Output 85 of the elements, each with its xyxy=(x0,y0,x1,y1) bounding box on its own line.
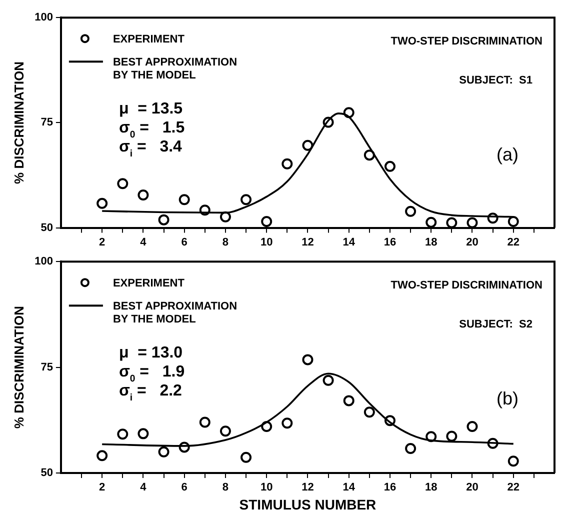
y-tick-label: 75 xyxy=(40,116,53,129)
point xyxy=(446,430,458,442)
point xyxy=(158,214,170,226)
x-tick-label: 2 xyxy=(99,236,106,248)
point xyxy=(446,217,458,228)
point xyxy=(487,438,498,449)
point xyxy=(138,190,149,201)
point xyxy=(117,428,128,440)
point xyxy=(426,216,437,228)
annotation: TWO-STEP DISCRIMINATION xyxy=(390,36,543,48)
point xyxy=(178,194,190,206)
point xyxy=(96,450,108,462)
point xyxy=(282,418,293,429)
point xyxy=(138,428,149,440)
point xyxy=(466,217,478,228)
x-tick-label: 8 xyxy=(222,236,229,248)
x-tick-label: 16 xyxy=(384,482,396,494)
point xyxy=(487,212,498,224)
y-axis-title: % DISCRIMINATION xyxy=(11,61,26,184)
x-tick-label: 20 xyxy=(466,482,478,494)
point xyxy=(302,140,314,151)
point xyxy=(302,354,314,366)
point xyxy=(343,395,354,406)
y-tick-label: 50 xyxy=(40,222,53,234)
y-tick-label: 100 xyxy=(34,256,53,268)
point xyxy=(261,420,272,432)
point xyxy=(322,374,334,386)
point xyxy=(117,178,128,190)
x-tick-label: 2 xyxy=(99,482,106,494)
x-tick-label: 18 xyxy=(424,482,438,494)
point xyxy=(466,420,478,432)
annotation: SUBJECT: S2 xyxy=(459,318,533,331)
x-axis-title: STIMULUS NUMBER xyxy=(239,496,376,512)
point xyxy=(240,194,252,206)
x-tick-label: 18 xyxy=(424,236,438,248)
point xyxy=(405,206,416,217)
y-tick-label: 50 xyxy=(40,467,53,480)
x-tick-label: 6 xyxy=(181,482,188,494)
annotation: SUBJECT: S1 xyxy=(459,74,533,87)
point xyxy=(508,456,519,467)
annotation: (b) xyxy=(496,388,518,409)
point xyxy=(364,406,375,418)
point xyxy=(240,452,252,463)
x-tick-label: 20 xyxy=(466,236,478,248)
legend-label: EXPERIMENT xyxy=(112,34,185,46)
point xyxy=(261,216,272,227)
x-tick-label: 12 xyxy=(302,482,314,494)
point xyxy=(508,216,519,227)
point xyxy=(282,158,293,170)
point xyxy=(405,442,416,454)
point xyxy=(158,446,170,458)
point xyxy=(384,160,396,172)
x-tick-label: 6 xyxy=(181,236,188,248)
point xyxy=(364,150,375,161)
point xyxy=(220,211,231,222)
annotation: (a) xyxy=(496,144,518,165)
annotation: TWO-STEP DISCRIMINATION xyxy=(390,280,543,292)
point xyxy=(343,107,354,118)
x-tick-label: 22 xyxy=(507,482,520,494)
point xyxy=(199,204,210,216)
point xyxy=(426,431,437,442)
x-tick-label: 8 xyxy=(222,482,229,494)
point xyxy=(178,442,190,453)
legend-label: BEST APPROXIMATION BY THE MODEL xyxy=(112,300,238,326)
annotation: μ = 13.0 xyxy=(118,344,183,362)
point xyxy=(384,415,396,426)
x-tick-label: 14 xyxy=(342,482,356,494)
point xyxy=(96,198,108,209)
x-tick-label: 16 xyxy=(384,236,396,248)
x-tick-label: 22 xyxy=(507,236,520,248)
point xyxy=(322,116,334,128)
x-tick-label: 4 xyxy=(140,482,148,494)
y-tick-label: 75 xyxy=(40,361,53,374)
legend-label: EXPERIMENT xyxy=(112,278,185,290)
y-axis-title: % DISCRIMINATION xyxy=(11,306,26,429)
y-tick-label: 100 xyxy=(34,12,53,24)
point xyxy=(199,416,210,428)
point xyxy=(220,426,231,437)
x-tick-label: 14 xyxy=(342,236,356,248)
legend-label: BEST APPROXIMATION BY THE MODEL xyxy=(112,56,238,82)
x-tick-label: 12 xyxy=(302,236,314,248)
x-tick-label: 10 xyxy=(260,236,273,248)
x-tick-label: 10 xyxy=(260,482,273,494)
annotation: μ = 13.5 xyxy=(118,100,183,118)
x-tick-label: 4 xyxy=(140,236,148,248)
